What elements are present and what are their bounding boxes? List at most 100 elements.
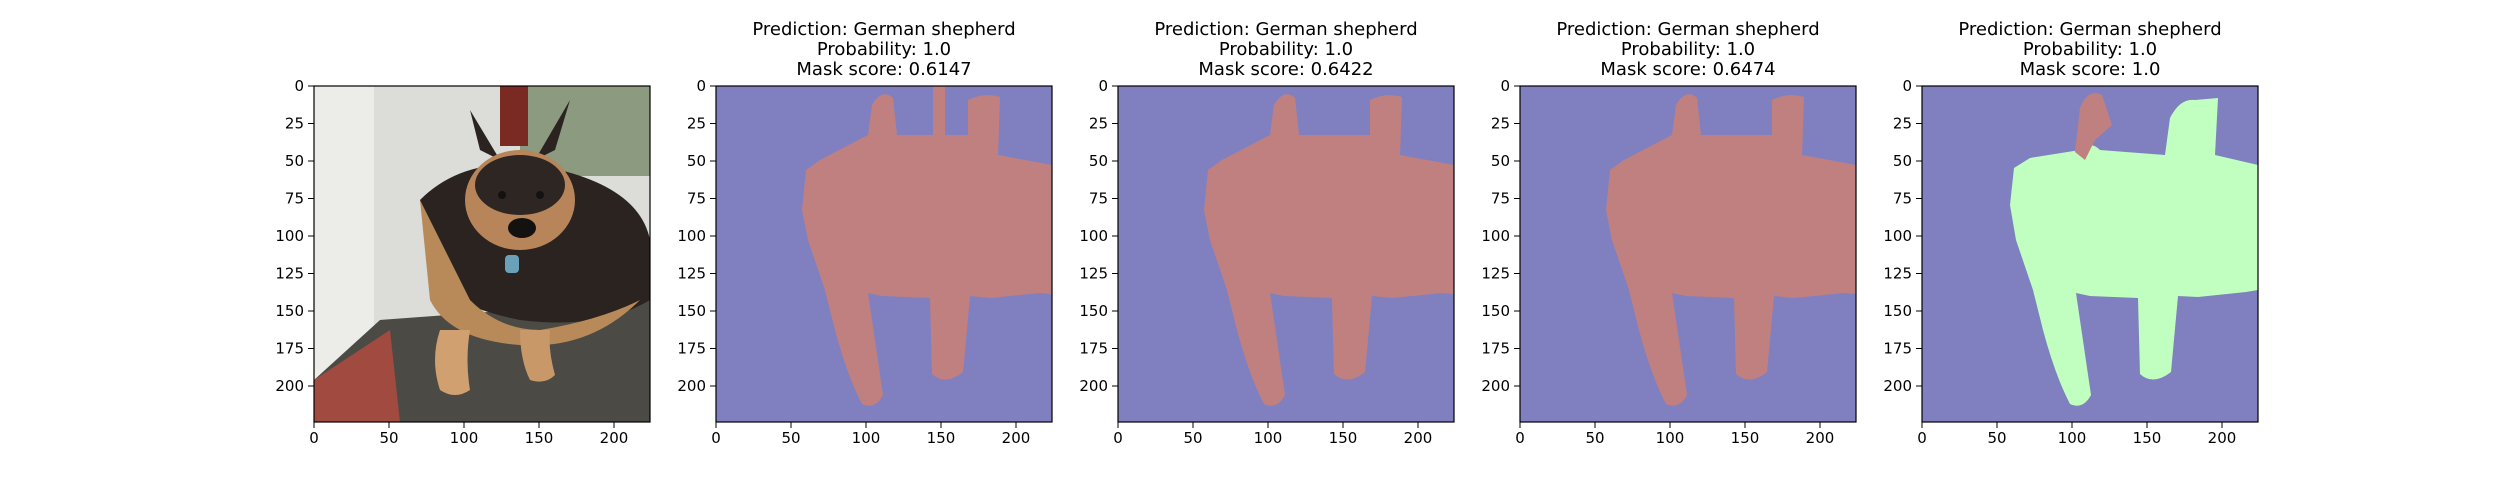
axes-frame	[1519, 85, 1857, 423]
x-tick-label: 50	[1585, 429, 1604, 447]
y-tick-label: 0	[1098, 77, 1108, 95]
x-tick-label: 200	[1404, 429, 1433, 447]
panel-title-line: Probability: 1.0	[1621, 39, 1755, 60]
panel-title-line: Prediction: German shepherd	[1958, 19, 2221, 40]
y-tick-label: 0	[1500, 77, 1510, 95]
panel-mask-2: Prediction: German shepherd Probability:…	[1118, 19, 1454, 422]
y-tick-label: 150	[1079, 302, 1108, 320]
x-tick-label: 100	[2058, 429, 2087, 447]
y-tick-label: 125	[1481, 265, 1510, 283]
x-tick-label: 100	[852, 429, 881, 447]
x-tick-label: 0	[309, 429, 319, 447]
y-tick-label: 50	[1893, 152, 1912, 170]
y-tick-label: 75	[285, 190, 304, 208]
x-tick-label: 50	[379, 429, 398, 447]
y-tick-label: 125	[677, 265, 706, 283]
x-tick-label: 150	[1731, 429, 1760, 447]
y-tick-label: 125	[1079, 265, 1108, 283]
y-tick-label: 200	[677, 377, 706, 395]
x-tick-label: 0	[1515, 429, 1525, 447]
x-tick-label: 200	[1806, 429, 1835, 447]
segmentation-mask	[1118, 86, 1454, 422]
y-tick-label: 25	[1491, 115, 1510, 133]
panel-title-line: Prediction: German shepherd	[1556, 19, 1819, 40]
axes-frame	[715, 85, 1053, 423]
x-tick-label: 200	[2208, 429, 2237, 447]
segmentation-mask	[1520, 86, 1856, 422]
panel-title-line: Mask score: 0.6422	[1198, 59, 1373, 80]
y-tick-label: 75	[1491, 190, 1510, 208]
x-tick-label: 100	[1254, 429, 1283, 447]
y-tick-label: 150	[677, 302, 706, 320]
y-tick-label: 150	[1481, 302, 1510, 320]
panel-mask-1: Prediction: German shepherd Probability:…	[716, 19, 1052, 422]
axes-3: 0 50 100 150 200 0 25 50 75 100 125 150 175 200	[1079, 77, 1455, 447]
y-tick-label: 150	[1883, 302, 1912, 320]
y-tick-label: 75	[687, 190, 706, 208]
axes-4: 0 50 100 150 200 0 25 50 75 100 125 150 175 200	[1481, 77, 1857, 447]
x-tick-label: 0	[1113, 429, 1123, 447]
y-tick-label: 50	[285, 152, 304, 170]
y-tick-label: 100	[1883, 227, 1912, 245]
y-tick-label: 175	[1079, 340, 1108, 358]
panel-photo	[314, 86, 650, 422]
x-tick-label: 200	[1002, 429, 1031, 447]
axes-frame	[313, 85, 651, 423]
y-tick-label: 175	[1481, 340, 1510, 358]
y-tick-label: 100	[677, 227, 706, 245]
x-tick-label: 50	[781, 429, 800, 447]
panel-title-line: Probability: 1.0	[1219, 39, 1353, 60]
panel-title-line: Mask score: 1.0	[2020, 59, 2161, 80]
panel-mask-4: Prediction: German shepherd Probability:…	[1922, 19, 2258, 422]
panel-title-line: Mask score: 0.6147	[796, 59, 971, 80]
y-tick-label: 200	[1481, 377, 1510, 395]
y-tick-label: 0	[1902, 77, 1912, 95]
panel-title-line: Prediction: German shepherd	[1154, 19, 1417, 40]
axes-5: 0 50 100 150 200 0 25 50 75 100 125 150 175 200	[1883, 77, 2259, 447]
x-tick-label: 100	[450, 429, 479, 447]
axes-frame	[1921, 85, 2259, 423]
x-tick-label: 50	[1183, 429, 1202, 447]
y-tick-label: 125	[275, 265, 304, 283]
y-tick-label: 75	[1089, 190, 1108, 208]
axes-1: 0 50 100 150 200 0 25 50 75 100 125 150 175 200	[275, 77, 651, 447]
axes-frame	[1117, 85, 1455, 423]
x-tick-label: 150	[525, 429, 554, 447]
panel-mask-3: Prediction: German shepherd Probability:…	[1520, 19, 1856, 422]
y-tick-label: 25	[1089, 115, 1108, 133]
y-tick-label: 200	[275, 377, 304, 395]
x-tick-label: 150	[1329, 429, 1358, 447]
y-tick-label: 25	[687, 115, 706, 133]
x-tick-label: 50	[1987, 429, 2006, 447]
x-tick-label: 100	[1656, 429, 1685, 447]
segmentation-mask	[1922, 86, 2258, 422]
y-tick-label: 175	[275, 340, 304, 358]
x-tick-label: 0	[1917, 429, 1927, 447]
x-tick-label: 200	[600, 429, 629, 447]
y-tick-label: 100	[1079, 227, 1108, 245]
x-tick-label: 0	[711, 429, 721, 447]
y-tick-label: 25	[285, 115, 304, 133]
y-tick-label: 150	[275, 302, 304, 320]
dog-photo	[314, 86, 650, 422]
y-tick-label: 175	[1883, 340, 1912, 358]
y-tick-label: 25	[1893, 115, 1912, 133]
panel-title-line: Probability: 1.0	[817, 39, 951, 60]
panel-title-line: Prediction: German shepherd	[752, 19, 1015, 40]
panel-title-line: Mask score: 0.6474	[1600, 59, 1775, 80]
panel-title-line: Probability: 1.0	[2023, 39, 2157, 60]
y-tick-label: 200	[1079, 377, 1108, 395]
y-tick-label: 50	[1089, 152, 1108, 170]
y-tick-label: 100	[1481, 227, 1510, 245]
y-tick-label: 125	[1883, 265, 1912, 283]
y-tick-label: 0	[294, 77, 304, 95]
y-tick-label: 100	[275, 227, 304, 245]
axes-2: 0 50 100 150 200 0 25 50 75 100 125 150 175 200	[677, 77, 1053, 447]
segmentation-mask	[716, 86, 1052, 422]
x-tick-label: 150	[927, 429, 956, 447]
y-tick-label: 175	[677, 340, 706, 358]
y-tick-label: 50	[687, 152, 706, 170]
y-tick-label: 0	[696, 77, 706, 95]
x-tick-label: 150	[2133, 429, 2162, 447]
